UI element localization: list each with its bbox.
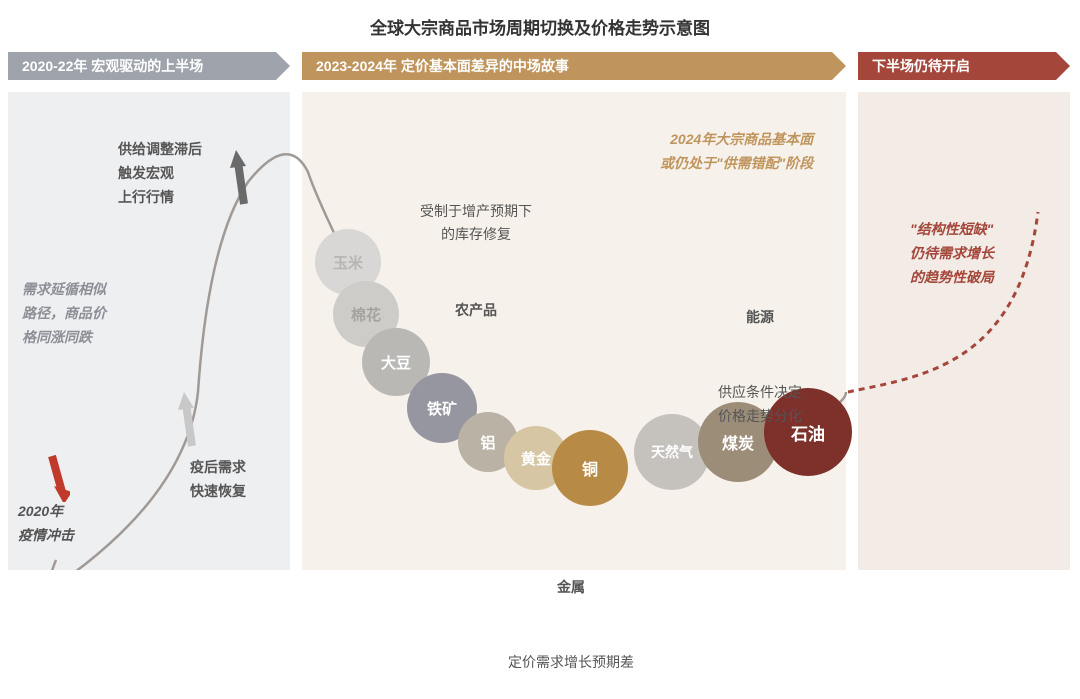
- chart-title: 全球大宗商品市场周期切换及价格走势示意图: [0, 14, 1080, 39]
- annot-supply-lag: 供给调整滞后 触发宏观 上行行情: [118, 138, 202, 209]
- arrow-up-light-icon: [176, 390, 200, 450]
- annot-covid-shock: 2020年 疫情冲击: [18, 500, 74, 548]
- bubble-commodity: 铜: [552, 430, 628, 506]
- annot-metal-title: 金属: [508, 576, 634, 600]
- phase-1-header: 2020-22年 宏观驱动的上半场: [8, 52, 276, 80]
- annot-metal-desc: 定价需求增长预期差: [508, 651, 634, 675]
- annot-agri-title: 农产品: [420, 299, 532, 323]
- phase-3-header: 下半场仍待开启: [858, 52, 1056, 80]
- annot-energy-desc: 供应条件决定 价格走势分化: [718, 381, 802, 429]
- annot-mismatch: 2024年大宗商品基本面 或仍处于"供需错配"阶段: [660, 128, 813, 176]
- annot-post-covid: 疫后需求 快速恢复: [190, 456, 246, 504]
- arrow-down-red-icon: [42, 452, 70, 502]
- annot-energy: 能源 供应条件决定 价格走势分化: [718, 258, 802, 452]
- annot-metal: 金属 定价需求增长预期差: [508, 528, 634, 699]
- phase-2-header: 2023-2024年 定价基本面差异的中场故事: [302, 52, 832, 80]
- arrow-up-dark-icon: [228, 148, 252, 208]
- annot-demand-cycle: 需求延循相似 路径，商品价 格同涨同跌: [22, 278, 106, 349]
- annot-agri: 受制于增产预期下 的库存修复 农产品: [420, 152, 532, 346]
- annot-agri-desc: 受制于增产预期下 的库存修复: [420, 200, 532, 248]
- annot-structural: "结构性短缺" 仍待需求增长 的趋势性破局: [910, 218, 994, 289]
- annot-energy-title: 能源: [718, 306, 802, 330]
